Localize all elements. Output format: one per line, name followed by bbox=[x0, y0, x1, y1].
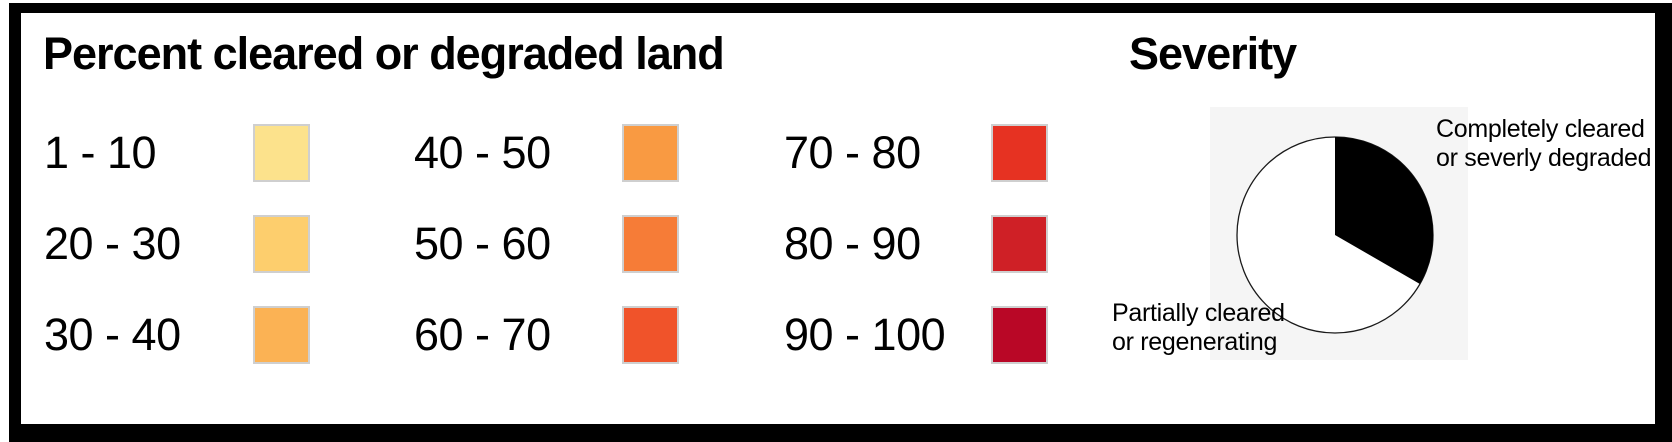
range-label-50-60: 50 - 60 bbox=[414, 218, 551, 269]
color-swatch-20-30 bbox=[253, 215, 310, 273]
color-swatch-80-90 bbox=[991, 215, 1048, 273]
legend-title: Percent cleared or degraded land bbox=[43, 28, 725, 79]
range-label-1-10: 1 - 10 bbox=[44, 127, 157, 178]
range-label-60-70: 60 - 70 bbox=[414, 309, 551, 360]
color-swatch-70-80 bbox=[991, 124, 1048, 182]
range-label-20-30: 20 - 30 bbox=[44, 218, 181, 269]
pie-label-partially-cleared: Partially cleared or regenerating bbox=[1112, 299, 1285, 356]
range-label-70-80: 70 - 80 bbox=[784, 127, 921, 178]
range-label-80-90: 80 - 90 bbox=[784, 218, 921, 269]
pie-label-completely-cleared: Completely cleared or severly degraded bbox=[1436, 115, 1652, 172]
range-label-40-50: 40 - 50 bbox=[414, 127, 551, 178]
color-swatch-90-100 bbox=[991, 306, 1048, 364]
range-label-30-40: 30 - 40 bbox=[44, 309, 181, 360]
color-swatch-1-10 bbox=[253, 124, 310, 182]
range-label-90-100: 90 - 100 bbox=[784, 309, 946, 360]
color-swatch-40-50 bbox=[622, 124, 679, 182]
color-swatch-30-40 bbox=[253, 306, 310, 364]
severity-pie-chart bbox=[1236, 136, 1434, 334]
panel-border bbox=[9, 3, 1672, 442]
color-swatch-60-70 bbox=[622, 306, 679, 364]
pie-slice-completely-cleared bbox=[1335, 137, 1434, 284]
severity-pie-panel bbox=[1210, 107, 1468, 360]
color-swatch-50-60 bbox=[622, 215, 679, 273]
severity-title: Severity bbox=[1129, 28, 1297, 79]
